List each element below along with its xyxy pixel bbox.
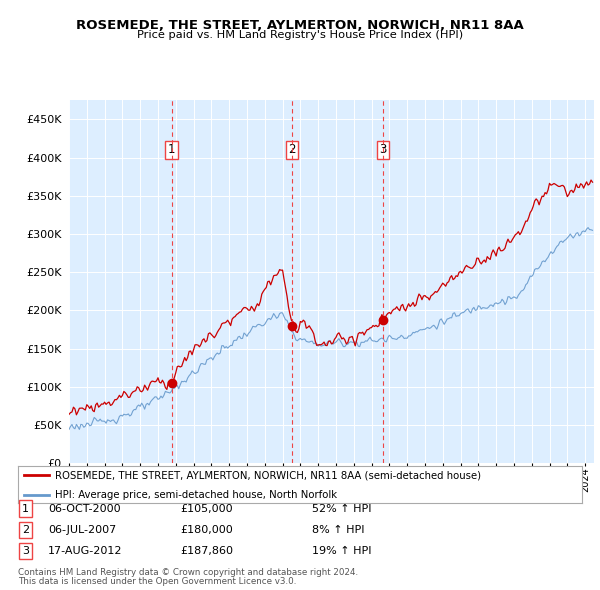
Text: Price paid vs. HM Land Registry's House Price Index (HPI): Price paid vs. HM Land Registry's House … (137, 30, 463, 40)
Text: 3: 3 (379, 143, 386, 156)
Text: 06-JUL-2007: 06-JUL-2007 (48, 525, 116, 535)
Text: 2: 2 (22, 525, 29, 535)
Text: 52% ↑ HPI: 52% ↑ HPI (312, 504, 371, 513)
Text: Contains HM Land Registry data © Crown copyright and database right 2024.: Contains HM Land Registry data © Crown c… (18, 568, 358, 577)
Text: 1: 1 (168, 143, 175, 156)
Text: 8% ↑ HPI: 8% ↑ HPI (312, 525, 365, 535)
Text: £180,000: £180,000 (180, 525, 233, 535)
Text: 17-AUG-2012: 17-AUG-2012 (48, 546, 122, 556)
Text: 19% ↑ HPI: 19% ↑ HPI (312, 546, 371, 556)
Text: 2: 2 (288, 143, 295, 156)
Text: ROSEMEDE, THE STREET, AYLMERTON, NORWICH, NR11 8AA (semi-detached house): ROSEMEDE, THE STREET, AYLMERTON, NORWICH… (55, 470, 481, 480)
Text: ROSEMEDE, THE STREET, AYLMERTON, NORWICH, NR11 8AA: ROSEMEDE, THE STREET, AYLMERTON, NORWICH… (76, 19, 524, 32)
Text: HPI: Average price, semi-detached house, North Norfolk: HPI: Average price, semi-detached house,… (55, 490, 337, 500)
Text: 3: 3 (22, 546, 29, 556)
Text: 1: 1 (22, 504, 29, 513)
Text: £187,860: £187,860 (180, 546, 233, 556)
Text: This data is licensed under the Open Government Licence v3.0.: This data is licensed under the Open Gov… (18, 578, 296, 586)
Text: 06-OCT-2000: 06-OCT-2000 (48, 504, 121, 513)
Text: £105,000: £105,000 (180, 504, 233, 513)
